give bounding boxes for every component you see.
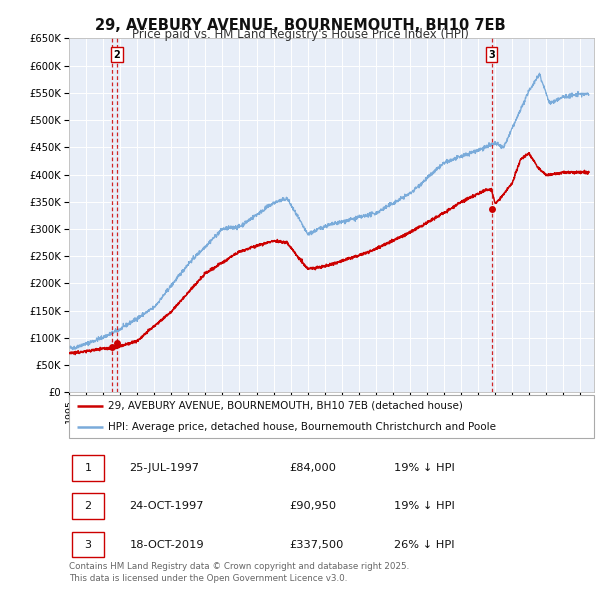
- Text: 18-OCT-2019: 18-OCT-2019: [130, 540, 204, 549]
- FancyBboxPatch shape: [71, 493, 104, 519]
- Text: HPI: Average price, detached house, Bournemouth Christchurch and Poole: HPI: Average price, detached house, Bour…: [109, 422, 496, 432]
- Text: £84,000: £84,000: [290, 463, 337, 473]
- Text: 26% ↓ HPI: 26% ↓ HPI: [395, 540, 455, 549]
- Text: £90,950: £90,950: [290, 502, 337, 511]
- Text: 29, AVEBURY AVENUE, BOURNEMOUTH, BH10 7EB (detached house): 29, AVEBURY AVENUE, BOURNEMOUTH, BH10 7E…: [109, 401, 463, 411]
- Text: 25-JUL-1997: 25-JUL-1997: [130, 463, 199, 473]
- Text: 2: 2: [85, 502, 91, 511]
- Text: 19% ↓ HPI: 19% ↓ HPI: [395, 502, 455, 511]
- Text: Contains HM Land Registry data © Crown copyright and database right 2025.
This d: Contains HM Land Registry data © Crown c…: [69, 562, 409, 583]
- FancyBboxPatch shape: [69, 395, 594, 438]
- Text: 19% ↓ HPI: 19% ↓ HPI: [395, 463, 455, 473]
- FancyBboxPatch shape: [71, 455, 104, 481]
- Text: 24-OCT-1997: 24-OCT-1997: [130, 502, 204, 511]
- Text: 3: 3: [85, 540, 91, 549]
- Text: 2: 2: [113, 50, 120, 60]
- Text: 29, AVEBURY AVENUE, BOURNEMOUTH, BH10 7EB: 29, AVEBURY AVENUE, BOURNEMOUTH, BH10 7E…: [95, 18, 505, 33]
- FancyBboxPatch shape: [71, 532, 104, 558]
- Text: £337,500: £337,500: [290, 540, 344, 549]
- Text: 3: 3: [488, 50, 495, 60]
- Text: 1: 1: [85, 463, 91, 473]
- Text: Price paid vs. HM Land Registry's House Price Index (HPI): Price paid vs. HM Land Registry's House …: [131, 28, 469, 41]
